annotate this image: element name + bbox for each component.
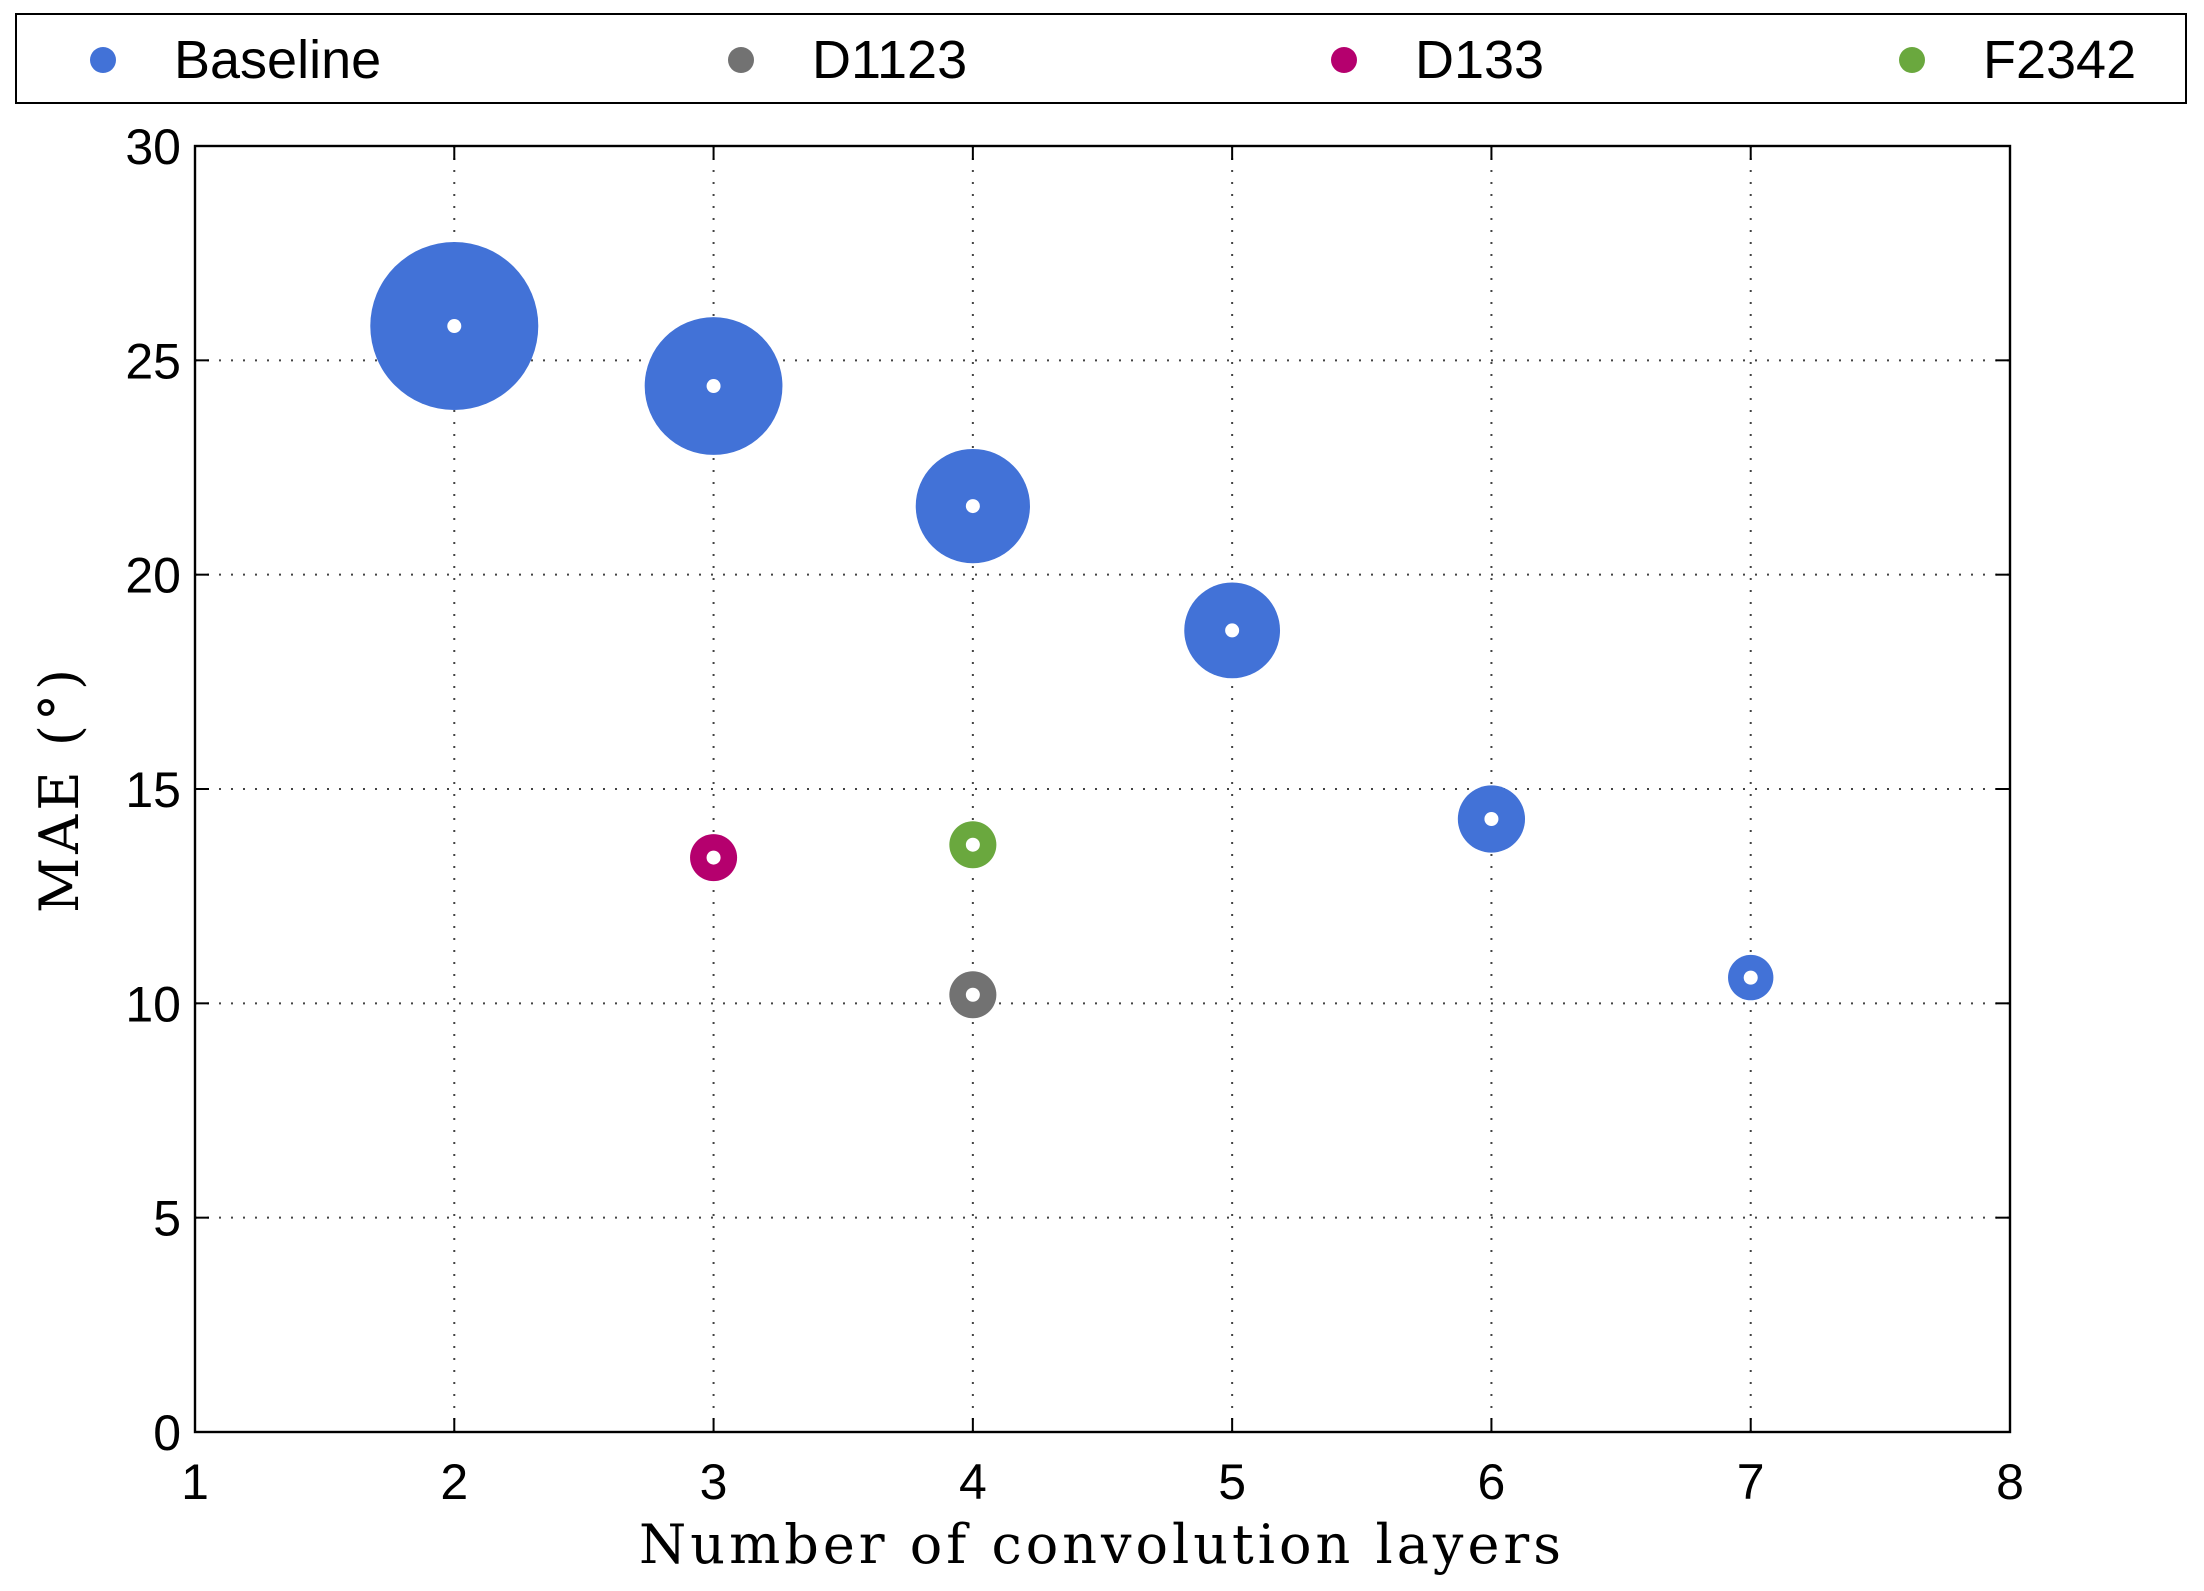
x-tick-label: 5 xyxy=(1218,1454,1246,1510)
data-point-center xyxy=(706,850,721,865)
y-tick-label: 0 xyxy=(153,1405,181,1461)
data-point-center xyxy=(965,987,980,1002)
x-tick-label: 6 xyxy=(1478,1454,1506,1510)
legend-label: Baseline xyxy=(174,30,381,90)
y-tick-label: 30 xyxy=(125,119,181,175)
data-point-center xyxy=(965,837,980,852)
x-tick-label: 1 xyxy=(181,1454,209,1510)
data-point-center xyxy=(706,379,721,394)
grid xyxy=(195,146,2010,1432)
x-tick-label: 2 xyxy=(440,1454,468,1510)
data-point-center xyxy=(1484,812,1499,827)
data-point-center xyxy=(965,499,980,514)
x-tick-label: 8 xyxy=(1996,1454,2024,1510)
y-tick-label: 10 xyxy=(125,976,181,1032)
y-tick-label: 15 xyxy=(125,762,181,818)
legend-marker xyxy=(1331,47,1357,73)
y-tick-label: 25 xyxy=(125,333,181,389)
y-tick-label: 20 xyxy=(125,548,181,604)
axis-ticks: 1 2 3 4 5 6 7 8 0 5 10 15 20 25 30 xyxy=(125,119,2024,1510)
data-point-center xyxy=(1743,970,1758,985)
x-tick-label: 7 xyxy=(1737,1454,1765,1510)
x-axis-label: Number of convolution layers xyxy=(639,1513,1565,1576)
legend-marker xyxy=(1899,47,1925,73)
legend: Baseline D1123 D133 F2342 xyxy=(15,13,2187,104)
x-tick-label: 4 xyxy=(959,1454,987,1510)
legend-marker xyxy=(90,47,116,73)
legend-label: F2342 xyxy=(1983,30,2136,90)
y-axis-label: MAE (°) xyxy=(28,665,91,913)
legend-label: D133 xyxy=(1415,30,1544,90)
legend-label: D1123 xyxy=(812,30,967,90)
data-point-center xyxy=(447,319,462,334)
legend-box xyxy=(15,13,2187,104)
x-tick-label: 3 xyxy=(700,1454,728,1510)
y-tick-label: 5 xyxy=(153,1191,181,1247)
data-points xyxy=(370,242,1774,1019)
data-point-center xyxy=(1225,623,1240,638)
legend-marker xyxy=(728,47,754,73)
